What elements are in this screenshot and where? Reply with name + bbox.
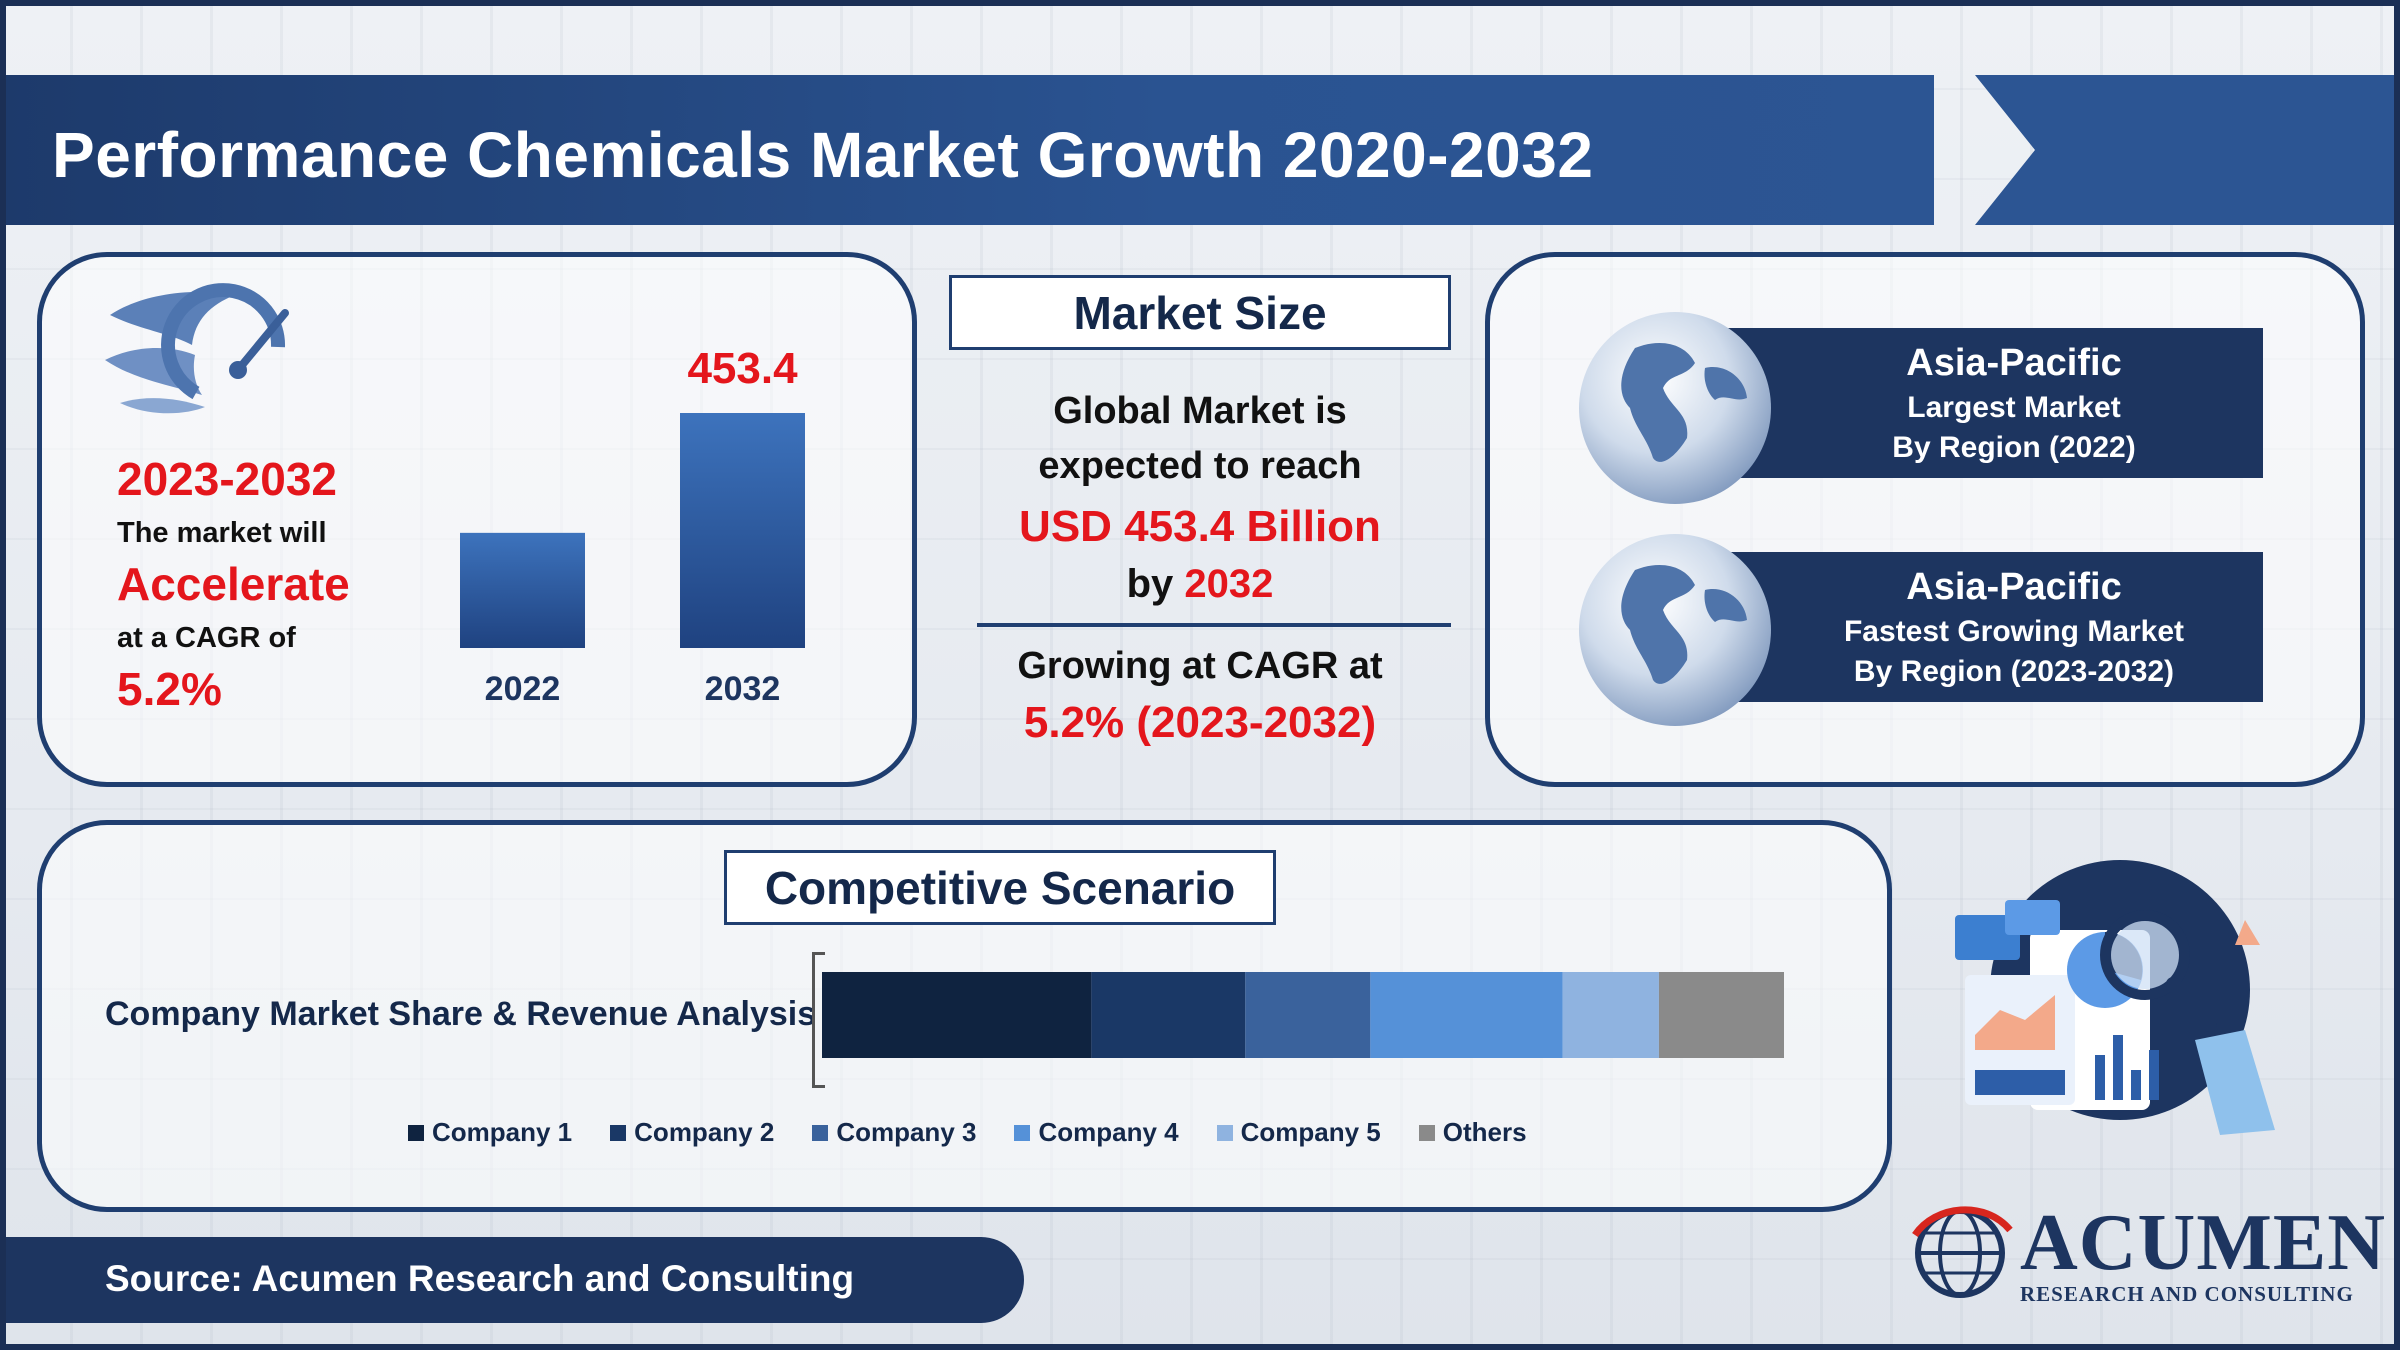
company-share-stacked-bar [822, 972, 1784, 1058]
market-size-cagr-label: Growing at CAGR at [1017, 645, 1383, 687]
legend-swatch [408, 1124, 424, 1141]
cagr-value: 5.2% [117, 663, 222, 715]
acumen-logo-icon [1912, 1206, 2013, 1298]
legend-swatch [812, 1124, 829, 1141]
legend-item: Company 2 [610, 1117, 774, 1148]
segment-company-2 [1091, 972, 1246, 1058]
stacked-bar-axis [812, 952, 825, 1088]
region-card-fastest: Asia-Pacific Fastest Growing Market By R… [1715, 552, 2263, 702]
globe-icon [1579, 534, 1771, 726]
cagr-years: 2023-2032 [117, 453, 337, 505]
market-size-cagr-value: 5.2% (2023-2032) [1023, 698, 1377, 747]
region-period: By Region (2022) [1892, 431, 2136, 464]
legend-swatch [1014, 1124, 1031, 1141]
legend-item: Company 5 [1216, 1117, 1381, 1148]
market-size-divider [977, 623, 1451, 627]
cagr-accent-word: Accelerate [117, 558, 350, 610]
legend-label: Company 4 [1038, 1117, 1179, 1147]
segment-company-5 [1562, 972, 1659, 1058]
page-title: Performance Chemicals Market Growth 2020… [52, 119, 1594, 191]
segment-company-4 [1370, 972, 1563, 1058]
region-name: Asia-Pacific [1906, 566, 2122, 608]
market-size-year-line: by 2032 [940, 562, 1460, 607]
market-size-line1: Global Market is [1053, 390, 1347, 432]
header-band [4, 75, 1934, 225]
x-tick-label: 2022 [485, 670, 561, 708]
legend-item: Company 3 [812, 1117, 976, 1148]
region-name: Asia-Pacific [1906, 342, 2122, 384]
x-tick-label: 2032 [705, 670, 781, 708]
market-size-year: 2032 [1184, 562, 1274, 606]
bar-value-label: 453.4 [687, 344, 798, 393]
source-text: Source: Acumen Research and Consulting [105, 1258, 855, 1299]
segment-company-3 [1245, 972, 1371, 1058]
region-period: By Region (2023-2032) [1853, 655, 2175, 688]
logo-word: ACUMEN [2020, 1199, 2386, 1287]
company-share-legend: Company 1 Company 2 Company 3 Company 4 Comp… [408, 1117, 1527, 1148]
segment-others [1658, 972, 1784, 1058]
region-desc: Largest Market [1907, 391, 2121, 424]
cagr-text-line1: The market will [117, 517, 327, 549]
legend-label: Others [1442, 1117, 1527, 1147]
header-chevron-band [1975, 75, 2396, 225]
bar-2022 [460, 532, 585, 648]
region-desc: Fastest Growing Market [1843, 615, 2185, 648]
competitive-row-label: Company Market Share & Revenue Analysis [105, 995, 817, 1033]
legend-swatch [1418, 1124, 1435, 1141]
legend-label: Company 2 [634, 1117, 775, 1147]
region-card-largest: Asia-Pacific Largest Market By Region (2… [1715, 328, 2263, 478]
legend-item: Company 4 [1014, 1117, 1179, 1148]
market-size-value: USD 453.4 Billion [1019, 502, 1381, 551]
legend-label: Company 3 [836, 1117, 977, 1147]
bar-2032 [680, 413, 805, 648]
source-band [4, 1237, 1024, 1323]
legend-swatch [1216, 1124, 1233, 1141]
legend-item: Company 1 [408, 1117, 572, 1148]
segment-company-1 [822, 972, 1092, 1058]
speedometer-icon [105, 283, 289, 414]
legend-swatch [610, 1124, 627, 1141]
market-size-by: by [1126, 562, 1174, 606]
logo-subtitle: RESEARCH AND CONSULTING [2020, 1282, 2354, 1306]
legend-item: Others [1418, 1117, 1527, 1148]
market-size-bar-chart: 2022 2032 453.4 [460, 344, 805, 708]
legend-label: Company 1 [432, 1117, 573, 1147]
globe-icon [1579, 312, 1771, 504]
legend-label: Company 5 [1240, 1117, 1381, 1147]
competitive-heading: Competitive Scenario [724, 850, 1276, 925]
analytics-illustration [1955, 860, 2275, 1135]
market-size-line2: expected to reach [1038, 445, 1362, 487]
cagr-text-line2: at a CAGR of [117, 622, 296, 654]
market-size-heading: Market Size [949, 275, 1451, 350]
